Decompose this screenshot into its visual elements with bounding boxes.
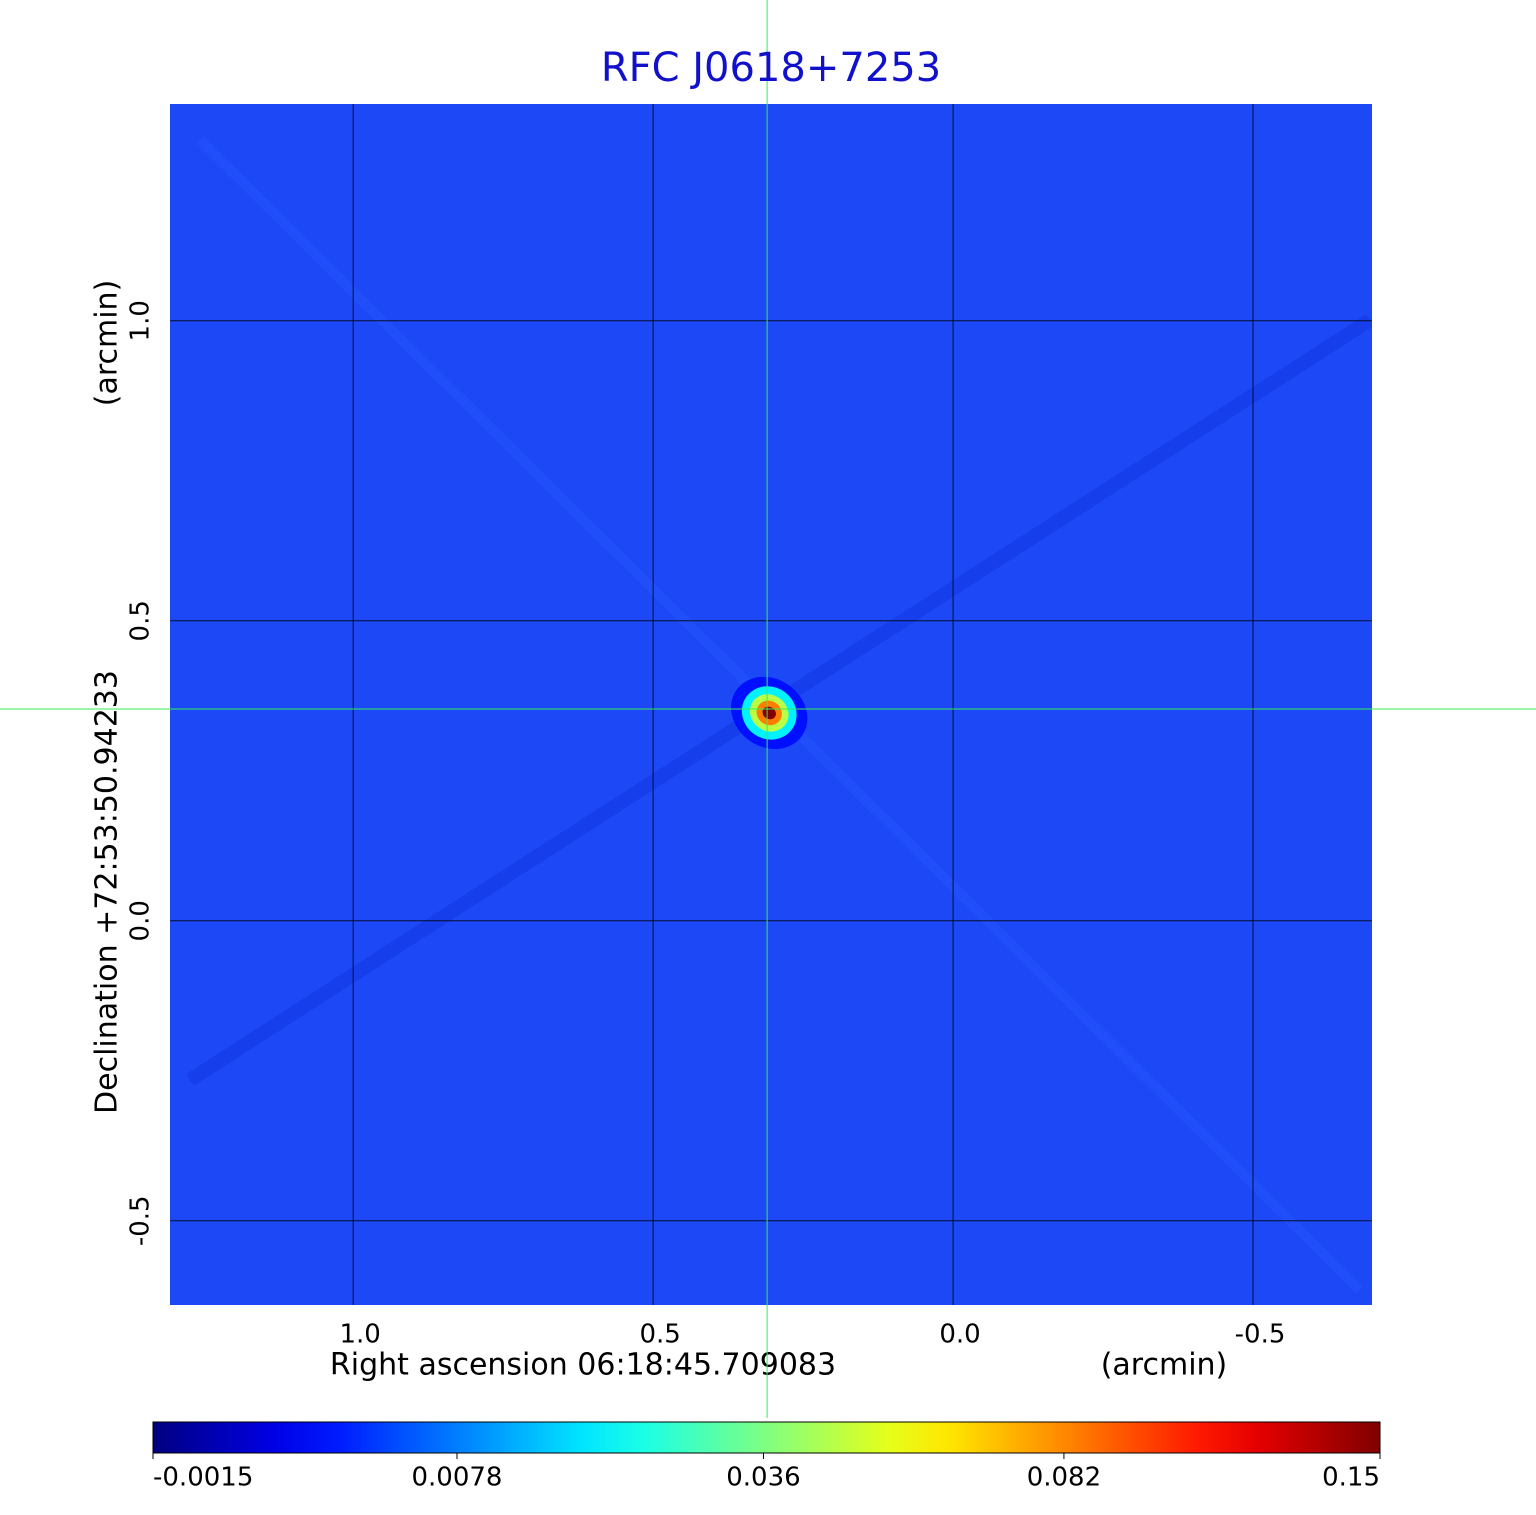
y-axis-unit: (arcmin)	[90, 280, 125, 407]
y-axis-label: Declination +72:53:50.94233	[90, 670, 125, 1114]
y-tick-label: 0.5	[126, 600, 156, 641]
x-tick-label: 1.0	[339, 1320, 380, 1350]
y-tick-label: 0.0	[126, 900, 156, 941]
chart-title: RFC J0618+7253	[601, 45, 941, 91]
x-tick-label: -0.5	[1235, 1320, 1286, 1350]
x-tick-label: 0.0	[939, 1320, 980, 1350]
y-tick-label: 1.0	[126, 300, 156, 341]
colorbar-tick-label: 0.036	[726, 1463, 800, 1493]
colorbar-tick-label: 0.15	[1322, 1463, 1380, 1493]
colorbar	[152, 1421, 1381, 1454]
x-axis-label: Right ascension 06:18:45.709083	[330, 1348, 836, 1383]
colorbar-tick-label: 0.0078	[412, 1463, 503, 1493]
y-tick-label: -0.5	[126, 1195, 156, 1246]
x-axis-unit: (arcmin)	[1101, 1348, 1228, 1383]
x-tick-label: 0.5	[639, 1320, 680, 1350]
colorbar-tick-label: 0.082	[1027, 1463, 1101, 1493]
plot-frame	[168, 102, 1374, 1307]
colorbar-tick-label: -0.0015	[153, 1463, 253, 1493]
source	[762, 706, 776, 720]
